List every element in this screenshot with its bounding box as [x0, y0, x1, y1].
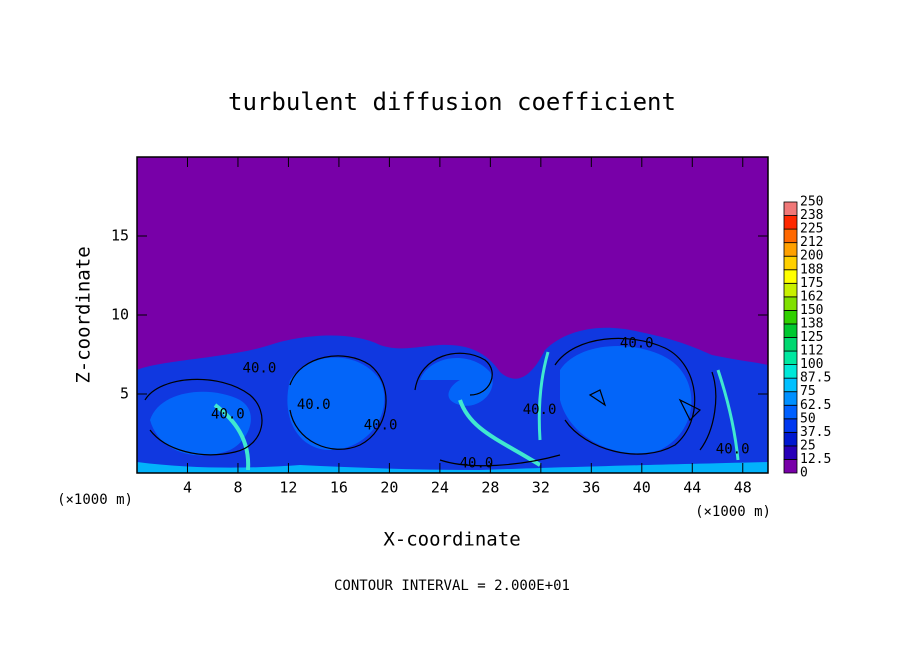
- colorbar-label: 138: [800, 316, 823, 331]
- contour-label: 40.0: [716, 441, 750, 457]
- contour-label: 40.0: [243, 361, 277, 377]
- colorbar-label: 225: [800, 222, 823, 237]
- colorbar-swatch: [783, 364, 798, 379]
- contour-label: 40.0: [460, 456, 494, 472]
- colorbar-swatch: [783, 269, 798, 284]
- colorbar-label: 37.5: [800, 425, 831, 440]
- footnote: CONTOUR INTERVAL = 2.000E+01: [334, 578, 570, 594]
- x-axis-title: X-coordinate: [383, 529, 520, 551]
- colorbar-swatch: [783, 337, 798, 352]
- colorbar-swatch: [783, 350, 798, 365]
- y-tick-label: 15: [111, 227, 129, 245]
- colorbar-swatch: [783, 391, 798, 406]
- colorbar-label: 25: [800, 438, 816, 453]
- colorbar-label: 238: [800, 208, 823, 223]
- colorbar-label: 125: [800, 330, 823, 345]
- contour-label: 40.0: [297, 397, 331, 413]
- x-tick-label: 28: [481, 479, 499, 497]
- colorbar-label: 0: [800, 466, 808, 481]
- colorbar-label: 75: [800, 384, 816, 399]
- colorbar-swatch: [783, 242, 798, 257]
- colorbar-label: 150: [800, 303, 823, 318]
- x-tick-label: 8: [233, 479, 242, 497]
- y-axis-title: Z-coordinate: [73, 246, 95, 383]
- chart-title: turbulent diffusion coefficient: [228, 88, 676, 116]
- x-tick-label: 40: [633, 479, 651, 497]
- colorbar-swatch: [783, 431, 798, 447]
- x-tick-label: 48: [734, 479, 752, 497]
- x-tick-label: 36: [582, 479, 600, 497]
- colorbar-label: 112: [800, 344, 823, 359]
- x-tick-label: 24: [431, 479, 449, 497]
- colorbar-label: 87.5: [800, 371, 831, 386]
- colorbar-swatch: [783, 228, 798, 244]
- colorbar-label: 100: [800, 357, 823, 372]
- colorbar-swatch: [783, 323, 798, 338]
- colorbar-swatch: [783, 282, 798, 298]
- y-tick-label: 10: [111, 306, 129, 324]
- x-tick-label: 4: [183, 479, 192, 497]
- colorbar-label: 162: [800, 289, 823, 304]
- colorbar-swatch: [783, 255, 798, 271]
- x-unit-label: (×1000 m): [695, 504, 771, 520]
- contour-label: 40.0: [211, 407, 245, 423]
- contour-label: 40.0: [364, 418, 398, 434]
- colorbar-swatch: [783, 215, 798, 230]
- x-tick-label: 44: [683, 479, 701, 497]
- contour-label: 40.0: [620, 335, 654, 351]
- colorbar-swatch: [783, 377, 798, 393]
- colorbar-swatch: [783, 309, 798, 325]
- colorbar-label: 50: [800, 411, 816, 426]
- x-unit-label: (×1000 m): [57, 492, 133, 508]
- contour-label: 40.0: [523, 402, 557, 418]
- colorbar-label: 175: [800, 276, 823, 291]
- colorbar-swatch: [783, 296, 798, 311]
- colorbar-swatch: [783, 445, 798, 460]
- x-tick-label: 32: [532, 479, 550, 497]
- x-tick-label: 16: [330, 479, 348, 497]
- colorbar-label: 12.5: [800, 452, 831, 467]
- colorbar-swatch: [783, 201, 798, 216]
- colorbar-label: 188: [800, 262, 823, 277]
- x-tick-label: 20: [380, 479, 398, 497]
- colorbar-label: 250: [800, 195, 823, 210]
- y-tick-label: 5: [120, 385, 129, 403]
- colorbar-swatch: [783, 404, 798, 420]
- turbulence-field: [137, 327, 768, 473]
- colorbar-label: 200: [800, 249, 823, 264]
- colorbar-label: 62.5: [800, 398, 831, 413]
- colorbar-swatch: [783, 418, 798, 433]
- colorbar-label: 212: [800, 235, 823, 250]
- colorbar-swatch: [783, 459, 798, 474]
- x-tick-label: 12: [279, 479, 297, 497]
